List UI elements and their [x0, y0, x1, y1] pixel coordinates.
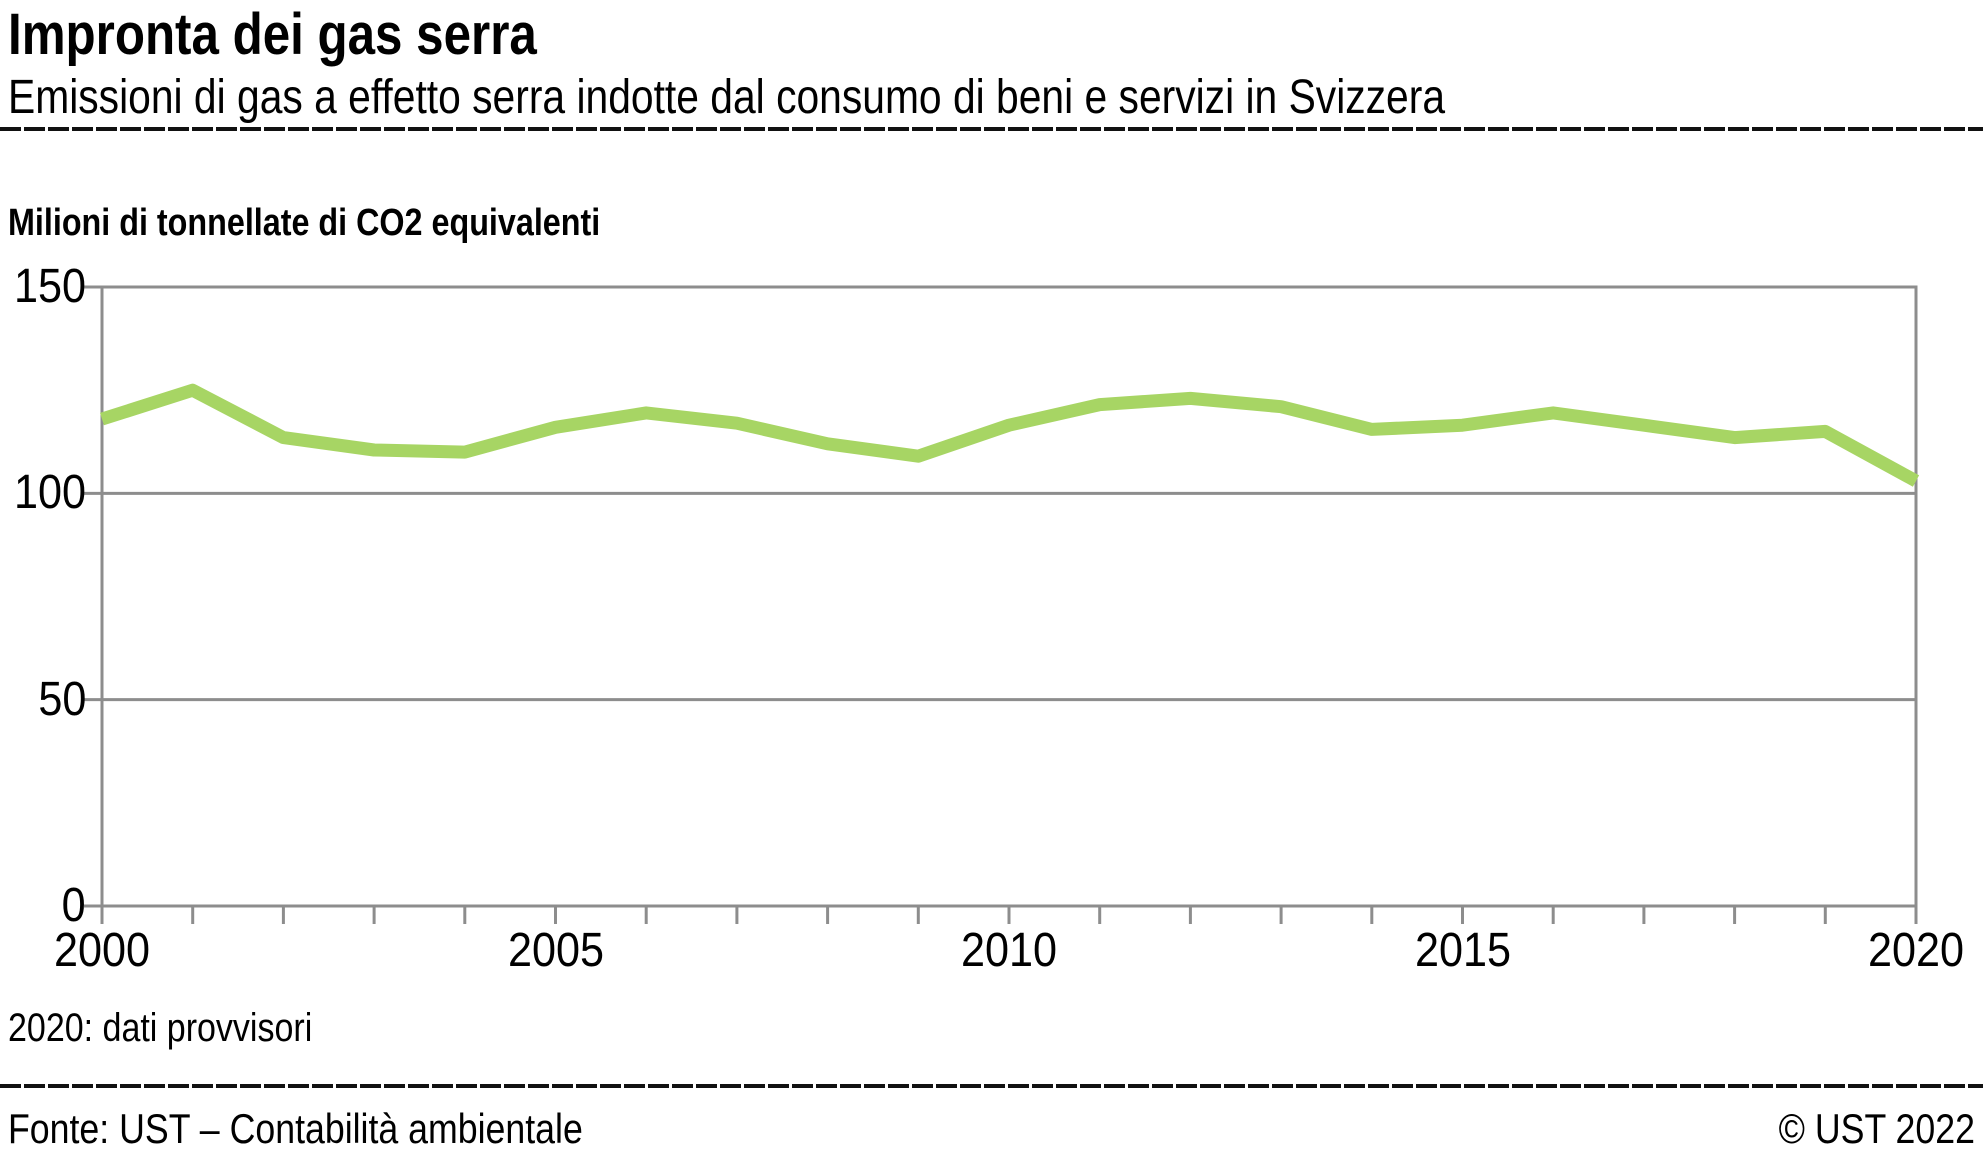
source-line: Fonte: UST – Contabilità ambientale: [8, 1104, 684, 1154]
copyright-line: © UST 2022: [1744, 1104, 1975, 1154]
x-tick-label: 2020: [1867, 924, 1965, 977]
page-subtitle-text: Emissioni di gas a effetto serra indotte…: [8, 71, 1446, 124]
x-tick-label: 2015: [1414, 924, 1511, 977]
x-tick-label: 2010: [960, 924, 1058, 977]
plot-border: [100, 285, 1918, 908]
y-tick-label: 0: [61, 879, 86, 932]
separator-top: [0, 127, 1983, 131]
unit-label: Milioni di tonnellate di CO2 equivalenti: [8, 200, 705, 246]
copyright-text: © UST 2022: [1778, 1105, 1975, 1152]
y-tick-label: 150: [13, 260, 86, 313]
page-title-text: Impronta dei gas serra: [8, 2, 537, 67]
y-tick-label: 100: [13, 466, 86, 520]
provisional-note-text: 2020: dati provvisori: [8, 1006, 313, 1050]
source-text: Fonte: UST – Contabilità ambientale: [8, 1105, 583, 1152]
x-tick-label: 2005: [507, 924, 604, 977]
y-tick-label: 50: [37, 672, 86, 726]
page-subtitle: Emissioni di gas a effetto serra indotte…: [8, 70, 1699, 126]
x-tick-label: 2000: [53, 924, 151, 977]
separator-bottom: [0, 1084, 1983, 1088]
unit-label-text: Milioni di tonnellate di CO2 equivalenti: [8, 202, 601, 244]
provisional-note: 2020: dati provvisori: [8, 1004, 366, 1052]
page-title: Impronta dei gas serra: [8, 2, 630, 68]
emissions-line: [100, 383, 1920, 487]
